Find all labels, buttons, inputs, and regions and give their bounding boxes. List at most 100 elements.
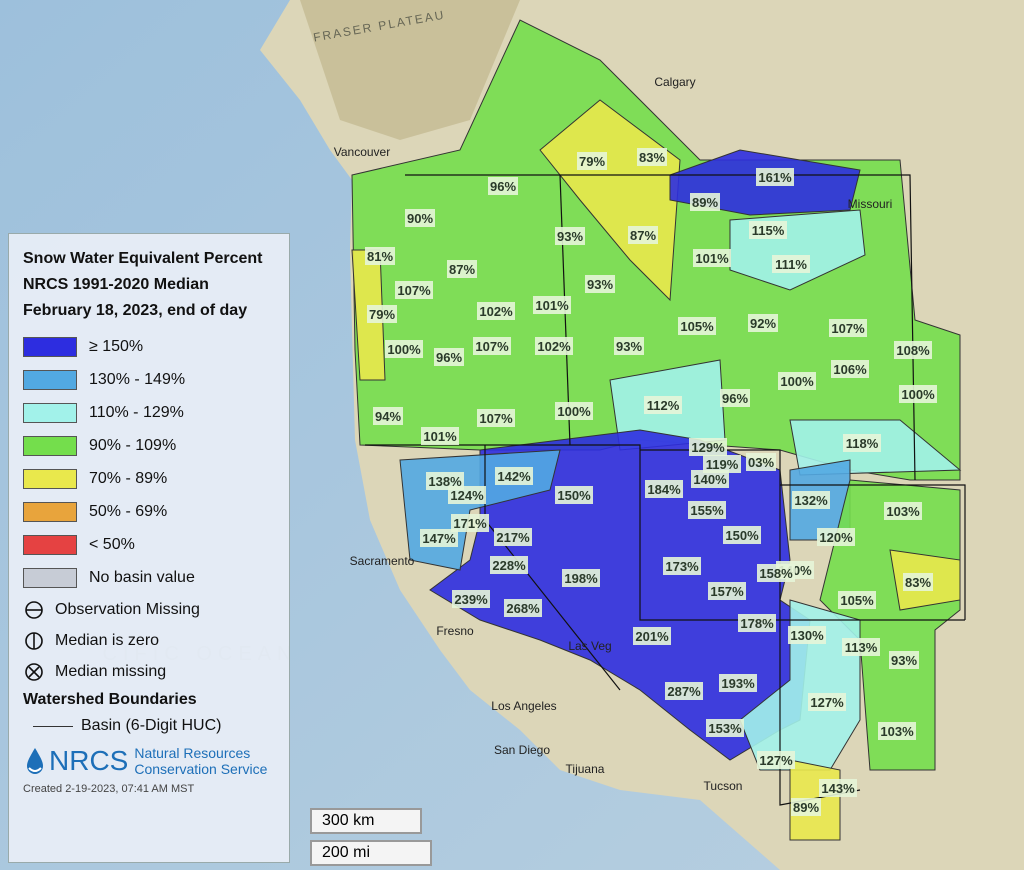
basin-label: 113% bbox=[845, 640, 878, 655]
basin-label: 132% bbox=[794, 493, 828, 508]
basin-label: 103% bbox=[880, 724, 914, 739]
legend-item: 50% - 69% bbox=[23, 495, 275, 528]
label-box bbox=[808, 693, 846, 711]
label-box bbox=[706, 719, 744, 737]
label-box bbox=[690, 193, 720, 211]
basin-label: 115% bbox=[752, 223, 785, 238]
basin-line bbox=[33, 725, 73, 727]
label-box bbox=[819, 779, 857, 797]
basin-label: 100% bbox=[901, 387, 935, 402]
basin-label: 112% bbox=[647, 398, 680, 413]
basin-label: 127% bbox=[759, 753, 793, 768]
label-box bbox=[748, 314, 778, 332]
basin-label: 83% bbox=[905, 575, 931, 590]
basin-label: 79% bbox=[369, 307, 395, 322]
label-box bbox=[637, 148, 667, 166]
label-box bbox=[585, 275, 615, 293]
legend-item: 110% - 129% bbox=[23, 396, 275, 429]
basin-label: 150% bbox=[557, 488, 591, 503]
scale-bar: 300 km bbox=[310, 808, 422, 834]
legend-item: < 50% bbox=[23, 528, 275, 561]
legend-label: 90% - 109% bbox=[89, 436, 177, 454]
legend-swatch bbox=[23, 435, 77, 456]
label-box bbox=[688, 501, 726, 519]
label-box bbox=[778, 372, 816, 390]
basin-label: 89% bbox=[793, 800, 819, 815]
symbol-icon bbox=[25, 662, 43, 681]
basin-label: 101% bbox=[535, 298, 569, 313]
basin-label: 138% bbox=[428, 474, 462, 489]
label-box bbox=[894, 341, 932, 359]
basin-label: 87% bbox=[630, 228, 656, 243]
place-label: Calgary bbox=[654, 75, 695, 89]
label-box bbox=[843, 434, 881, 452]
symbol-label: Median is zero bbox=[55, 631, 160, 649]
label-box bbox=[495, 467, 533, 485]
legend-label: 110% - 129% bbox=[89, 403, 184, 421]
legend-item: No basin value bbox=[23, 561, 275, 594]
basin-label: 184% bbox=[647, 482, 681, 497]
boundaries-title: Watershed Boundaries bbox=[23, 691, 197, 708]
label-box bbox=[678, 317, 716, 335]
basin-label: 239% bbox=[454, 592, 488, 607]
basin-label: 107% bbox=[479, 411, 513, 426]
basin-label: 90% bbox=[407, 211, 433, 226]
place-label: Tijuana bbox=[566, 762, 605, 776]
basin-label: 100% bbox=[387, 342, 421, 357]
legend-label: 130% - 149% bbox=[89, 370, 186, 388]
label-box bbox=[614, 337, 644, 355]
label-box bbox=[577, 152, 607, 170]
label-box bbox=[749, 221, 787, 239]
basin-label: 124% bbox=[450, 488, 484, 503]
basin-label: 155% bbox=[690, 503, 724, 518]
basin-label: 107% bbox=[475, 339, 509, 354]
basin-label: 171% bbox=[453, 516, 487, 531]
label-box bbox=[791, 798, 821, 816]
label-box bbox=[448, 486, 486, 504]
basin-label: 178% bbox=[740, 616, 774, 631]
basin-label: 268% bbox=[506, 601, 540, 616]
label-box bbox=[838, 591, 876, 609]
label-box bbox=[490, 556, 528, 574]
label-box bbox=[533, 296, 571, 314]
scale-bar: 200 mi bbox=[310, 840, 432, 866]
label-box bbox=[494, 528, 532, 546]
basin-label: 106% bbox=[833, 362, 867, 377]
basin-label: 100% bbox=[780, 374, 814, 389]
label-box bbox=[720, 389, 750, 407]
label-box bbox=[447, 260, 477, 278]
legend-swatch bbox=[23, 336, 77, 357]
basin-label: 81% bbox=[367, 249, 393, 264]
label-box bbox=[746, 453, 776, 471]
label-box bbox=[477, 409, 515, 427]
place-label: Las Veg bbox=[568, 639, 611, 653]
label-box bbox=[562, 569, 600, 587]
label-box bbox=[555, 227, 585, 245]
basin-label: 111% bbox=[775, 257, 807, 272]
label-box bbox=[817, 528, 855, 546]
basin-label: 101% bbox=[423, 429, 457, 444]
label-box bbox=[757, 564, 795, 582]
logo-text: NRCS bbox=[49, 745, 129, 776]
label-box bbox=[693, 249, 731, 267]
symbol-label: Median missing bbox=[55, 662, 167, 680]
label-box bbox=[477, 302, 515, 320]
symbol-icon bbox=[25, 631, 43, 650]
basin-label: 130% bbox=[790, 628, 824, 643]
legend-label: ≥ 150% bbox=[89, 337, 144, 355]
label-box bbox=[719, 674, 757, 692]
agency-name: Natural Resources bbox=[134, 745, 251, 761]
basin-label: 83% bbox=[639, 150, 665, 165]
mountains bbox=[300, 0, 520, 140]
basin-label: 142% bbox=[497, 469, 531, 484]
basin-label: 93% bbox=[587, 277, 613, 292]
legend-item: ≥ 150% bbox=[23, 330, 275, 363]
legend-label: No basin value bbox=[89, 568, 195, 586]
legend-item: 90% - 109% bbox=[23, 429, 275, 462]
label-box bbox=[628, 226, 658, 244]
place-label: Sacramento bbox=[350, 554, 415, 568]
label-box bbox=[842, 638, 880, 656]
label-box bbox=[708, 582, 746, 600]
basin-label: 118% bbox=[846, 436, 879, 451]
